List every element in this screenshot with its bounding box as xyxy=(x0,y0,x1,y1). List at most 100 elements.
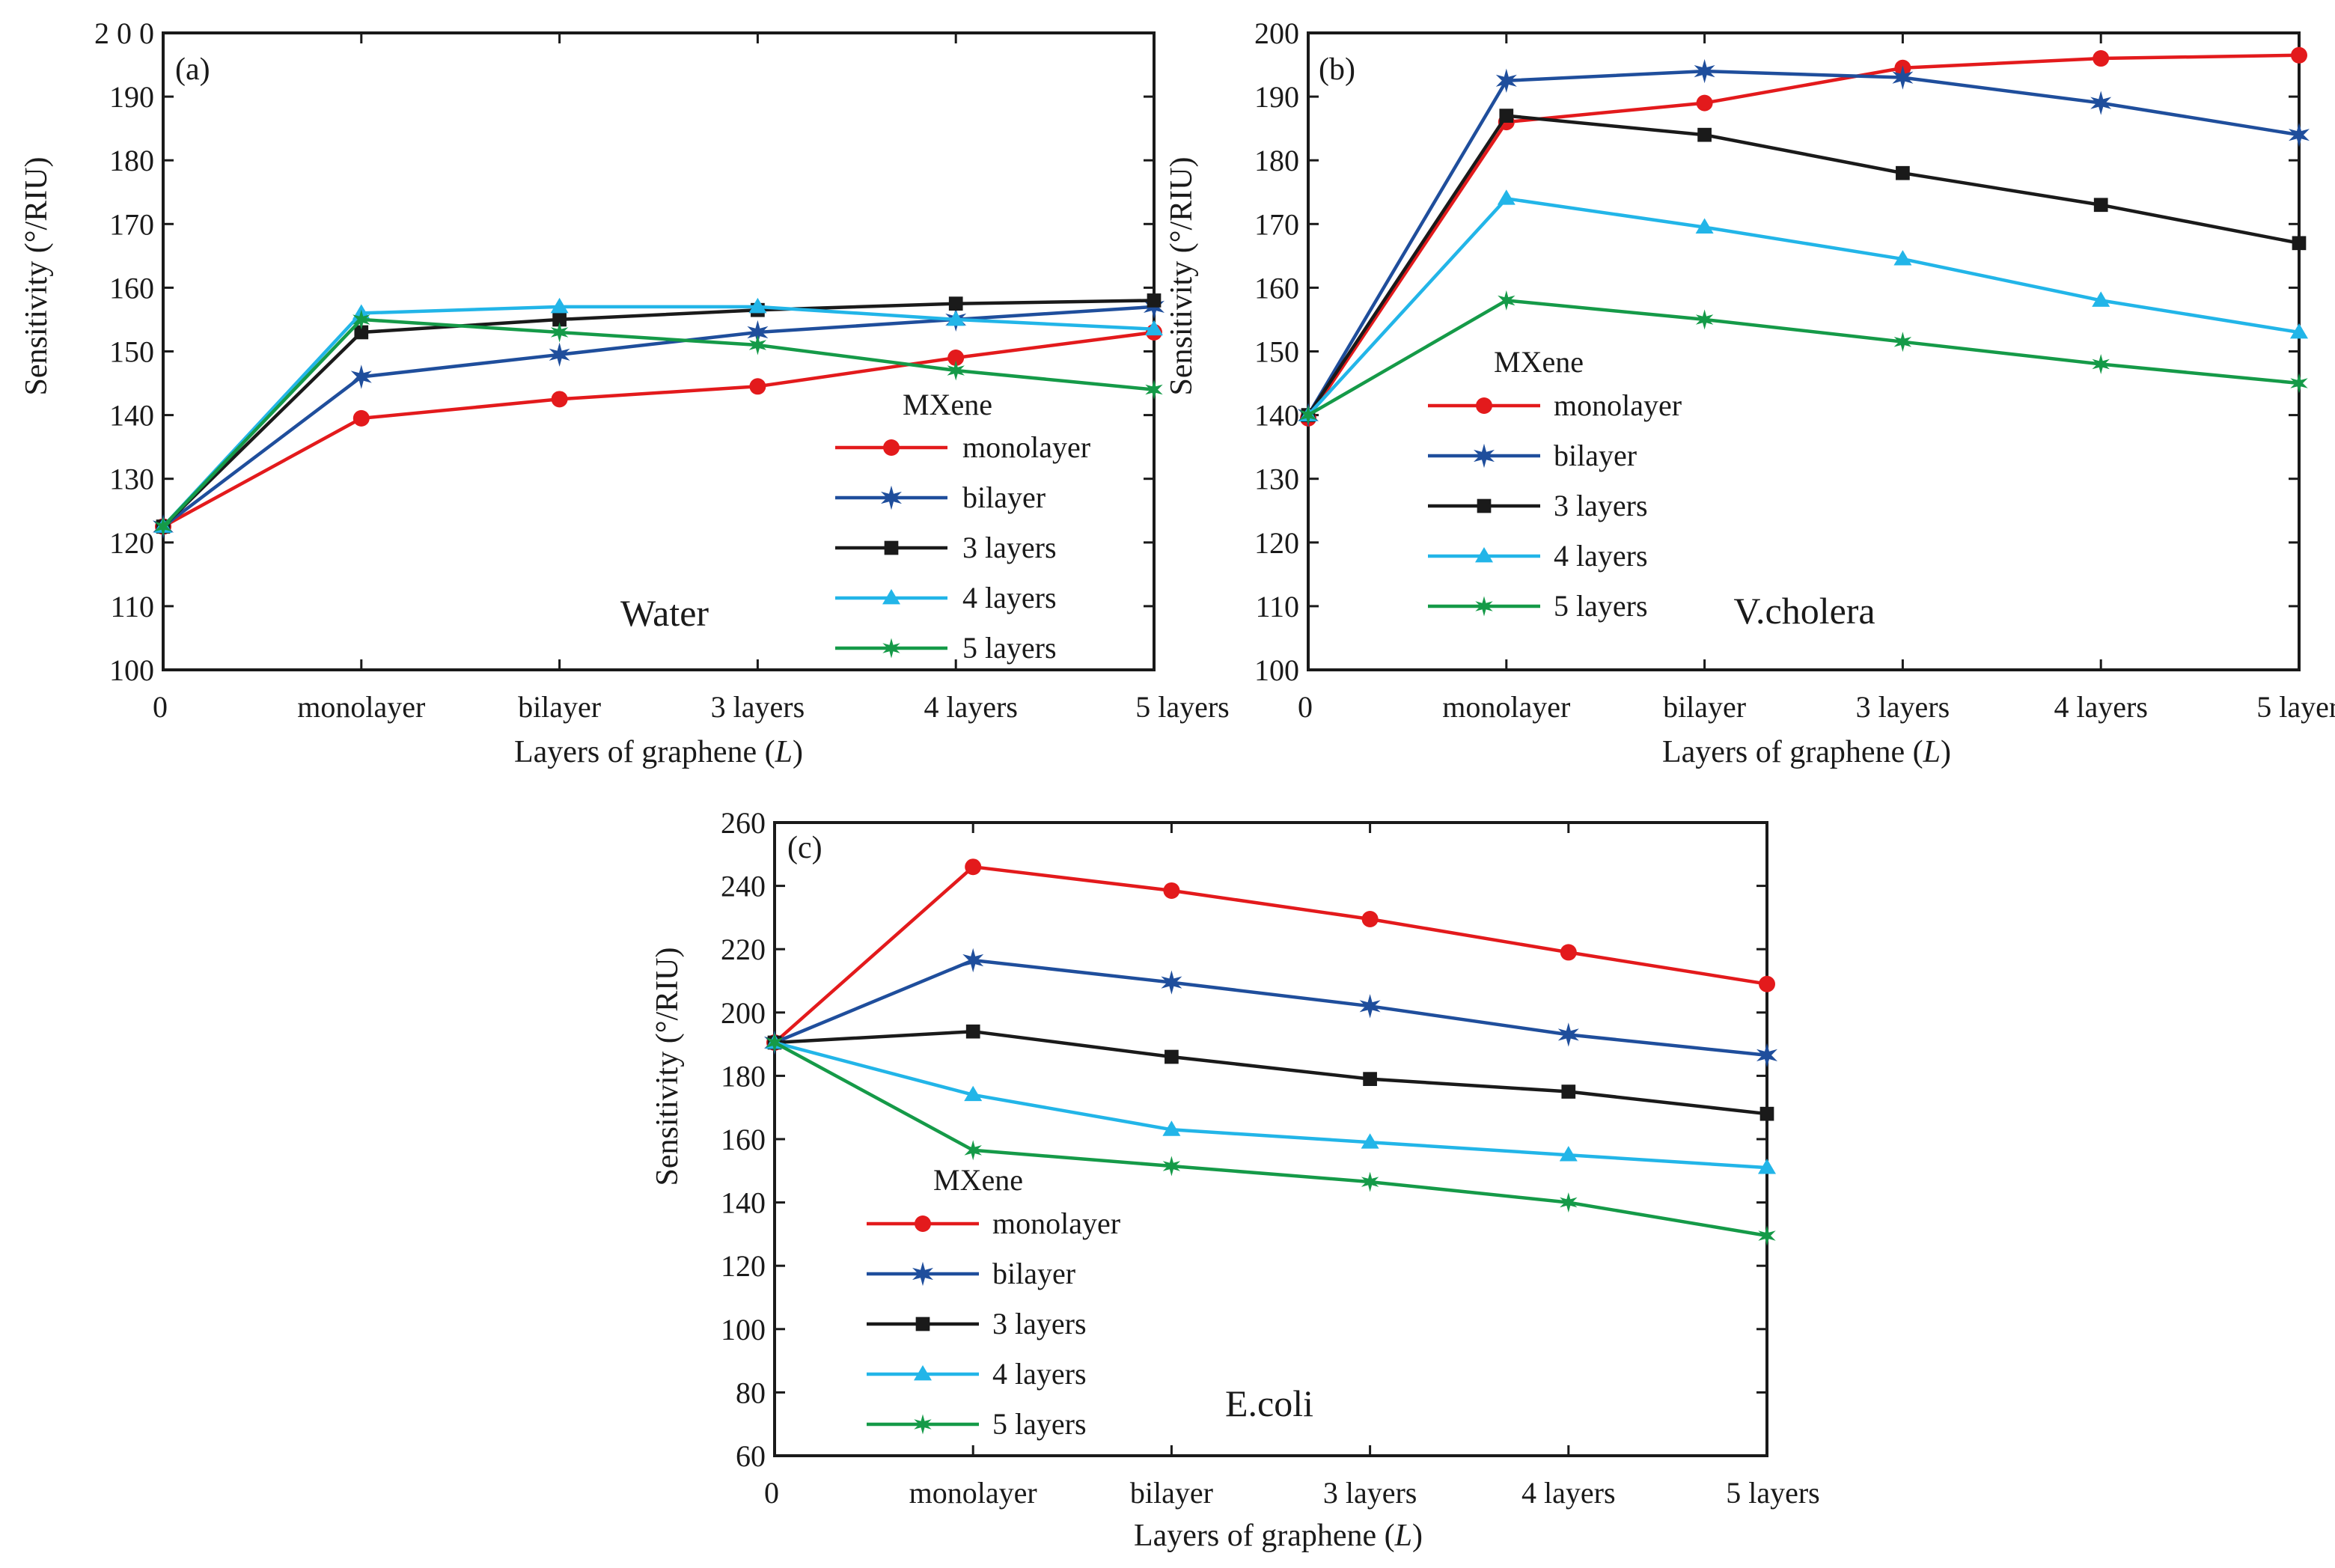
series-4 xyxy=(1299,189,2308,421)
legend-marker xyxy=(915,1317,930,1331)
data-point xyxy=(964,1140,982,1161)
y-tick-label: 190 xyxy=(109,80,154,114)
legend-label: bilayer xyxy=(992,1257,1075,1290)
data-point xyxy=(1892,65,1914,90)
legend-marker xyxy=(914,1414,932,1435)
legend-label: monolayer xyxy=(992,1206,1120,1240)
series-line xyxy=(162,305,1155,528)
y-tick-label: 170 xyxy=(109,207,154,241)
data-point xyxy=(1893,332,1912,353)
x-tick-label: 5 layers xyxy=(1726,1476,1820,1510)
legend: MXene monolayer bilayer 3 layers 4 layers 5 l… xyxy=(1428,345,1682,623)
data-point xyxy=(1495,68,1517,93)
y-tick-label: 140 xyxy=(109,399,154,433)
data-point xyxy=(748,335,767,356)
x-axis-title: Layers of graphene (L) xyxy=(1134,1519,1423,1553)
series-2 xyxy=(764,948,1777,1068)
legend-marker xyxy=(1474,443,1495,469)
x-axis-title-var: L xyxy=(1394,1519,1412,1553)
data-point xyxy=(947,350,965,367)
data-point xyxy=(1557,1022,1579,1047)
data-point xyxy=(1559,1146,1578,1162)
data-point xyxy=(154,516,172,537)
data-point xyxy=(2090,91,2112,115)
legend-label: 5 layers xyxy=(1554,589,1648,623)
legend-label: 3 layers xyxy=(992,1307,1087,1340)
y-tick-label: 180 xyxy=(721,1059,766,1093)
data-point xyxy=(965,1024,980,1039)
y-tick-label: 140 xyxy=(721,1186,766,1220)
x-tick-label: 4 layers xyxy=(2054,690,2148,724)
x-tick-label: monolayer xyxy=(909,1476,1037,1510)
x-axis-title-prefix: Layers of graphene ( xyxy=(514,735,775,769)
data-point xyxy=(2289,123,2310,147)
legend-marker xyxy=(883,439,900,456)
data-point xyxy=(1145,379,1163,400)
data-point xyxy=(354,325,369,340)
chart-panel-1: 100 110 120 130 140 150 160 170 180 190 2 0 0 0 mono… xyxy=(19,16,1230,769)
data-point xyxy=(962,948,984,973)
series-4 xyxy=(766,1033,1776,1174)
legend-label: monolayer xyxy=(962,430,1090,464)
data-point xyxy=(1758,1225,1776,1246)
y-tick-label: 150 xyxy=(109,335,154,369)
series-line xyxy=(1307,114,2300,416)
y-tick-label: 160 xyxy=(721,1123,766,1156)
data-point xyxy=(352,309,370,330)
chart-panel-2: 100 110 120 130 140 150 160 170 180 190 200 0 monola… xyxy=(1165,16,2335,769)
series-line xyxy=(773,864,1768,1044)
data-point xyxy=(1147,293,1162,308)
data-point xyxy=(1499,109,1514,123)
legend: MXene monolayer bilayer 3 layers 4 layers 5 l… xyxy=(867,1163,1120,1441)
legend-title: MXene xyxy=(903,388,992,421)
y-tick-label: 180 xyxy=(1254,144,1299,177)
series-line xyxy=(1307,197,2300,417)
legend-marker xyxy=(1475,547,1493,563)
y-axis-title: Sensitivity (°/RIU) xyxy=(19,157,54,396)
data-point xyxy=(1361,1133,1379,1149)
legend-marker xyxy=(912,1261,933,1287)
series-5 xyxy=(154,309,1163,537)
data-point xyxy=(1359,994,1381,1019)
data-point xyxy=(352,409,370,427)
x-tick-label: 3 layers xyxy=(1856,690,1950,724)
data-point xyxy=(1363,1072,1377,1086)
series-line xyxy=(162,330,1155,528)
x-tick-label: 5 layers xyxy=(2256,690,2335,724)
data-point xyxy=(1560,1192,1578,1213)
y-tick-label: 100 xyxy=(109,653,154,687)
legend-label: 5 layers xyxy=(962,631,1057,665)
data-point xyxy=(1497,189,1516,205)
data-point xyxy=(2092,354,2110,374)
x-axis-title-suffix: ) xyxy=(1412,1519,1423,1553)
x-axis-title-suffix: ) xyxy=(1941,735,1951,769)
y-tick-label: 180 xyxy=(109,144,154,177)
data-point xyxy=(550,322,569,343)
y-tick-label: 110 xyxy=(1255,590,1299,623)
data-point xyxy=(1162,1120,1181,1136)
legend-label: 4 layers xyxy=(992,1357,1087,1391)
chart-panel-3: 60 80 100 120 140 160 180 200 220 240 260 0 monolaye… xyxy=(650,806,1820,1553)
sample-annotation: Water xyxy=(620,592,709,634)
y-tick-label: 200 xyxy=(1254,16,1299,50)
data-point xyxy=(2290,373,2308,394)
data-point xyxy=(2291,46,2307,64)
x-axis-title-var: L xyxy=(1923,735,1941,769)
y-tick-label: 80 xyxy=(736,1376,766,1409)
data-point xyxy=(2292,236,2307,251)
legend-marker xyxy=(1477,498,1492,513)
x-tick-label: 0 xyxy=(1298,690,1313,724)
data-point xyxy=(947,310,965,326)
panel-label: (c) xyxy=(787,831,822,865)
data-point xyxy=(1759,975,1775,992)
legend-marker xyxy=(882,638,900,659)
x-tick-label: monolayer xyxy=(297,690,425,724)
data-point xyxy=(1697,127,1712,142)
legend-marker xyxy=(881,485,902,510)
data-point xyxy=(965,858,982,876)
panel-label: (b) xyxy=(1319,52,1355,87)
sample-annotation: V.cholera xyxy=(1733,590,1875,632)
x-tick-label: bilayer xyxy=(518,690,601,724)
panel-label: (a) xyxy=(175,52,210,87)
